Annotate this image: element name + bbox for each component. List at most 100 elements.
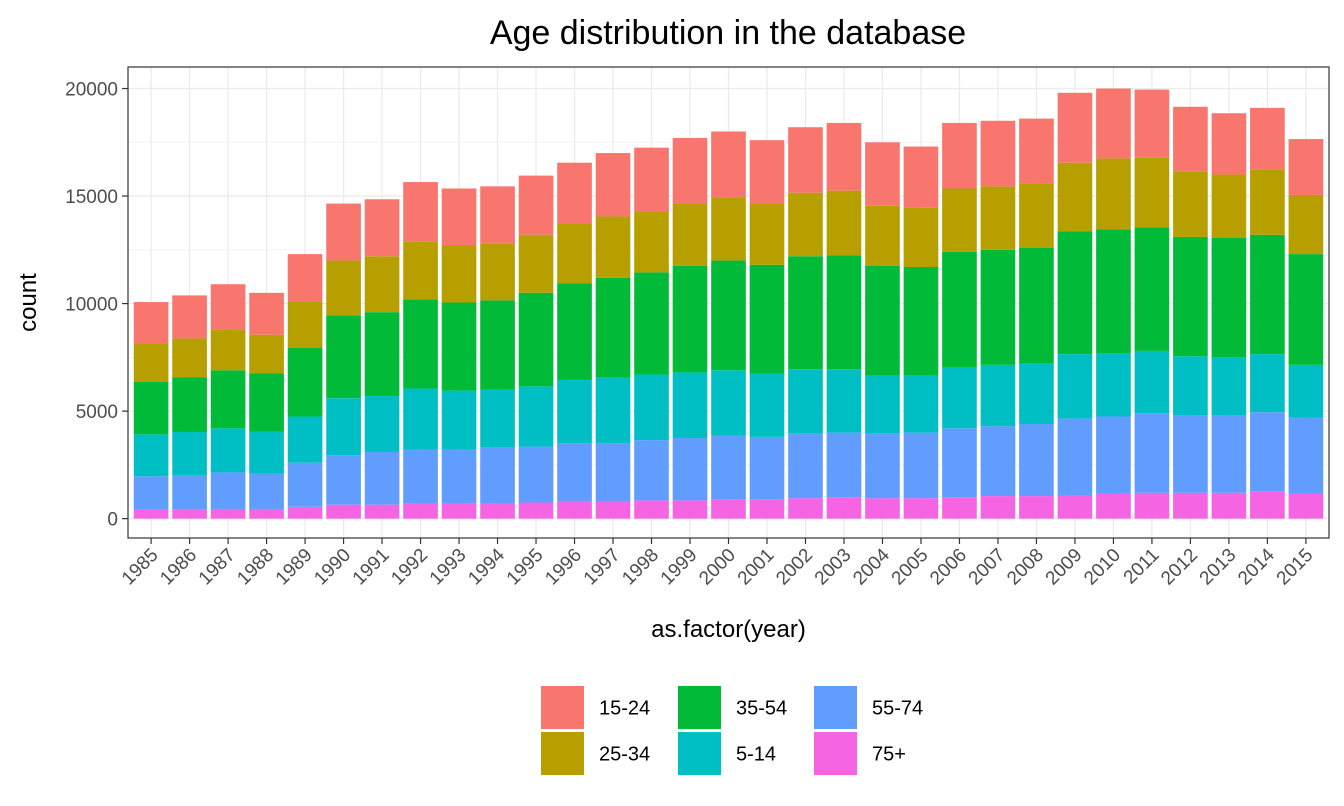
bar-2003-55-74 [826,432,862,498]
legend-item-25-34: 25-34 [541,732,650,775]
legend-label: 55-74 [872,698,923,720]
x-tick-label: 1992 [387,545,432,590]
bar-2000-35-54 [711,260,746,371]
bar-2010-15-24 [1096,88,1131,159]
bar-1995-5-14 [518,386,554,447]
bar-1999-5-14 [672,372,708,438]
bar-1985-55-74 [133,476,169,510]
bar-1995-25-34 [518,234,554,293]
bar-1993-75+ [441,503,477,519]
bar-1996-15-24 [557,162,592,224]
bar-2005-75+ [903,498,939,519]
bar-2007-35-54 [980,249,1016,365]
x-tick-label: 2010 [1080,545,1125,590]
bar-1997-75+ [595,501,631,519]
bar-2001-75+ [749,499,785,519]
bar-2005-25-34 [903,207,939,268]
bar-2003-25-34 [826,190,862,256]
bar-2001-35-54 [749,264,785,374]
bar-1994-5-14 [480,389,515,448]
bar-2009-55-74 [1057,418,1093,495]
y-tick-label: 0 [107,510,118,531]
bar-2011-5-14 [1134,350,1170,414]
bar-2002-15-24 [788,127,823,193]
chart-title: Age distribution in the database [490,14,966,52]
bar-1997-25-34 [595,216,631,278]
bar-1997-15-24 [595,153,631,217]
bar-1998-5-14 [634,374,669,441]
bar-2009-35-54 [1057,231,1093,355]
bar-2005-15-24 [903,146,939,208]
legend-label: 75+ [872,744,906,766]
y-tick-label: 10000 [65,295,118,316]
bar-2003-5-14 [826,369,862,433]
bar-1990-75+ [326,504,361,519]
bar-1991-5-14 [364,396,400,452]
bar-2006-15-24 [942,122,977,189]
bar-2005-35-54 [903,267,939,376]
x-tick-label: 2002 [772,545,817,590]
x-tick-label: 2000 [695,545,740,590]
bar-1988-35-54 [249,373,284,432]
bar-2013-75+ [1211,492,1247,519]
bar-1990-25-34 [326,260,361,316]
bar-2006-35-54 [942,251,977,368]
bar-2005-5-14 [903,375,939,433]
bar-2002-25-34 [788,192,823,257]
bar-2000-25-34 [711,197,746,261]
bar-1994-15-24 [480,186,515,244]
bar-1997-35-54 [595,277,631,378]
bar-2013-25-34 [1211,174,1247,238]
legend-item-75+: 75+ [814,732,906,775]
x-tick-label: 1998 [618,545,663,590]
bar-2006-25-34 [942,188,977,252]
bar-1996-75+ [557,501,592,519]
bar-1998-25-34 [634,211,669,273]
bar-2011-55-74 [1134,413,1170,493]
bar-2002-75+ [788,498,823,519]
bar-2004-5-14 [865,375,900,434]
bar-1994-75+ [480,503,515,519]
bar-1989-15-24 [287,254,323,302]
bar-2009-25-34 [1057,162,1093,232]
bar-2004-15-24 [865,142,900,206]
bar-2014-25-34 [1250,169,1285,235]
bar-2014-35-54 [1250,234,1285,355]
legend-key [678,686,721,729]
bar-1989-35-54 [287,347,323,417]
x-tick-label: 1999 [657,545,702,590]
bar-1987-35-54 [210,370,246,429]
x-tick-label: 1990 [310,545,355,590]
bar-2013-35-54 [1211,237,1247,358]
bar-2008-35-54 [1019,247,1054,364]
bar-2010-75+ [1096,493,1131,519]
bar-2005-55-74 [903,432,939,499]
bar-2000-75+ [711,499,746,519]
x-tick-label: 2003 [811,545,856,590]
legend-item-55-74: 55-74 [814,686,923,729]
x-tick-label: 1993 [426,545,471,590]
x-tick-label: 2011 [1120,545,1164,589]
bar-2015-15-24 [1288,139,1324,195]
y-tick-label: 20000 [65,80,118,101]
bar-2004-55-74 [865,433,900,499]
bar-2007-15-24 [980,120,1016,187]
bar-2010-5-14 [1096,353,1131,417]
y-tick-label: 15000 [65,187,118,208]
bar-1994-55-74 [480,447,515,504]
x-tick-label: 1988 [233,545,278,590]
bar-1987-5-14 [210,428,246,473]
bar-1994-25-34 [480,243,515,301]
bar-1986-35-54 [172,377,207,432]
bar-2000-55-74 [711,435,746,500]
bar-2013-15-24 [1211,113,1247,175]
bar-2011-35-54 [1134,227,1170,351]
bar-1996-55-74 [557,443,592,502]
bar-1989-5-14 [287,416,323,463]
bar-2000-15-24 [711,131,746,198]
bar-2007-5-14 [980,364,1016,427]
bar-1988-55-74 [249,473,284,509]
bar-2012-15-24 [1173,106,1208,172]
bar-1995-55-74 [518,446,554,503]
bar-1988-5-14 [249,431,284,474]
